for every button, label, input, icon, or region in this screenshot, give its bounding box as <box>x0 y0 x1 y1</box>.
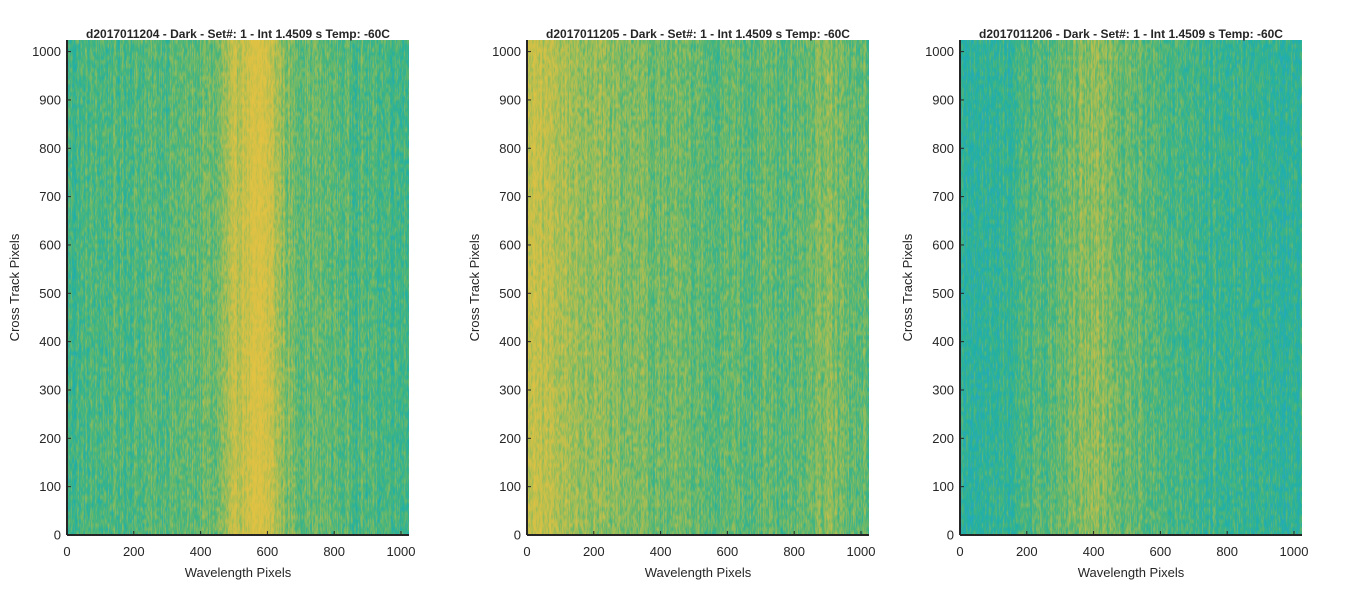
y-tick-label: 900 <box>499 92 521 107</box>
y-tick-label: 400 <box>39 334 61 349</box>
heatmap-image <box>527 40 869 535</box>
y-tick-label: 600 <box>499 237 521 252</box>
x-tick-label: 200 <box>123 544 145 559</box>
x-tick-label: 0 <box>523 544 530 559</box>
y-tick-label: 800 <box>499 141 521 156</box>
x-tick-label: 800 <box>783 544 805 559</box>
y-tick-label: 100 <box>499 479 521 494</box>
y-tick-label: 100 <box>39 479 61 494</box>
y-tick-label: 700 <box>39 189 61 204</box>
y-tick-label: 500 <box>932 286 954 301</box>
y-tick-label: 400 <box>932 334 954 349</box>
x-tick-label: 600 <box>1150 544 1172 559</box>
y-tick-label: 600 <box>39 237 61 252</box>
x-tick-label: 400 <box>1083 544 1105 559</box>
y-tick-label: 600 <box>932 237 954 252</box>
y-tick-label: 800 <box>39 141 61 156</box>
y-tick-label: 500 <box>39 286 61 301</box>
x-tick-label: 1000 <box>387 544 416 559</box>
y-tick-label: 700 <box>499 189 521 204</box>
y-tick-label: 1000 <box>492 44 521 59</box>
x-tick-label: 200 <box>583 544 605 559</box>
y-tick-label: 1000 <box>32 44 61 59</box>
chart-title: d2017011204 - Dark - Set#: 1 - Int 1.450… <box>86 27 390 41</box>
y-tick-label: 800 <box>932 141 954 156</box>
subplot-2: d2017011205 - Dark - Set#: 1 - Int 1.450… <box>467 27 875 580</box>
y-tick-label: 900 <box>39 92 61 107</box>
x-tick-label: 800 <box>323 544 345 559</box>
x-tick-label: 400 <box>650 544 672 559</box>
y-tick-label: 1000 <box>925 44 954 59</box>
subplot-3: d2017011206 - Dark - Set#: 1 - Int 1.450… <box>900 27 1308 580</box>
y-tick-label: 0 <box>514 528 521 543</box>
x-tick-label: 800 <box>1216 544 1238 559</box>
y-tick-label: 0 <box>947 528 954 543</box>
x-tick-label: 1000 <box>1280 544 1309 559</box>
x-tick-label: 0 <box>956 544 963 559</box>
x-tick-label: 0 <box>63 544 70 559</box>
y-tick-label: 0 <box>54 528 61 543</box>
y-axis-label: Cross Track Pixels <box>7 233 22 341</box>
heatmap-image <box>67 40 409 535</box>
y-tick-label: 200 <box>499 431 521 446</box>
y-tick-label: 200 <box>932 431 954 446</box>
y-tick-label: 200 <box>39 431 61 446</box>
x-tick-label: 1000 <box>847 544 876 559</box>
chart-title: d2017011205 - Dark - Set#: 1 - Int 1.450… <box>546 27 850 41</box>
y-axis-label: Cross Track Pixels <box>900 233 915 341</box>
heatmap-image <box>960 40 1302 535</box>
x-tick-label: 200 <box>1016 544 1038 559</box>
y-axis-label: Cross Track Pixels <box>467 233 482 341</box>
x-tick-label: 400 <box>190 544 212 559</box>
chart-title: d2017011206 - Dark - Set#: 1 - Int 1.450… <box>979 27 1283 41</box>
x-axis-label: Wavelength Pixels <box>185 565 292 580</box>
x-axis-label: Wavelength Pixels <box>1078 565 1185 580</box>
y-tick-label: 300 <box>39 382 61 397</box>
y-tick-label: 300 <box>932 382 954 397</box>
y-tick-label: 900 <box>932 92 954 107</box>
x-axis-label: Wavelength Pixels <box>645 565 752 580</box>
y-tick-label: 500 <box>499 286 521 301</box>
subplot-1: d2017011204 - Dark - Set#: 1 - Int 1.450… <box>7 27 415 580</box>
y-tick-label: 700 <box>932 189 954 204</box>
x-tick-label: 600 <box>717 544 739 559</box>
y-tick-label: 100 <box>932 479 954 494</box>
y-tick-label: 300 <box>499 382 521 397</box>
x-tick-label: 600 <box>257 544 279 559</box>
y-tick-label: 400 <box>499 334 521 349</box>
